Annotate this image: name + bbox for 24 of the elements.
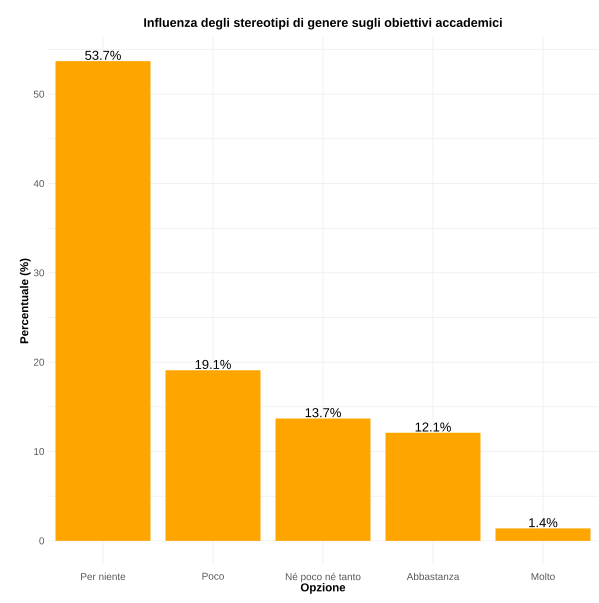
x-tick-label: Né poco né tanto bbox=[286, 572, 361, 582]
y-axis-title: Percentuale (%) bbox=[20, 258, 31, 344]
data-label: 13.7% bbox=[306, 408, 341, 418]
x-tick-label: Per niente bbox=[81, 572, 126, 580]
data-label: 12.1% bbox=[416, 422, 451, 432]
x-tick-label: Poco bbox=[202, 572, 224, 580]
bar bbox=[56, 61, 150, 541]
y-tick-label: 30 bbox=[34, 269, 44, 276]
chart-title: Influenza degli stereotipi di genere sugli obiettivi accademici bbox=[144, 18, 502, 30]
bar bbox=[386, 432, 480, 541]
bar bbox=[166, 370, 260, 541]
data-label: 53.7% bbox=[85, 50, 121, 60]
y-tick-label: 20 bbox=[34, 358, 44, 366]
data-label: 19.1% bbox=[196, 360, 231, 370]
y-tick-label: 40 bbox=[34, 180, 44, 188]
x-tick-label: Abbastanza bbox=[406, 572, 460, 580]
bar bbox=[276, 418, 370, 541]
y-tick-label: 10 bbox=[34, 448, 44, 456]
y-tick-label: 0 bbox=[39, 537, 44, 544]
x-tick-label: Molto bbox=[532, 572, 555, 580]
data-label: 1.4% bbox=[529, 518, 558, 528]
x-axis-title: Opzione bbox=[300, 583, 346, 594]
y-tick-label: 50 bbox=[34, 90, 44, 98]
bar bbox=[496, 528, 590, 541]
